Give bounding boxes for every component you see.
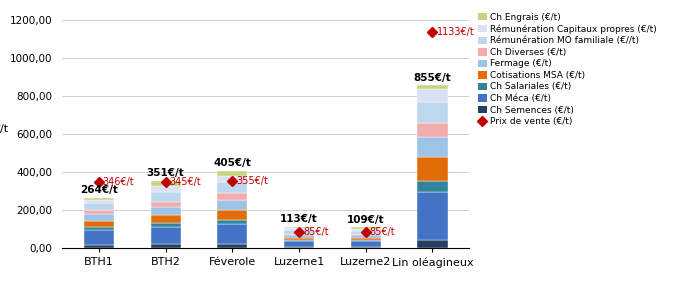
Bar xyxy=(351,235,381,238)
Bar xyxy=(284,228,314,230)
Bar xyxy=(351,238,381,240)
Bar xyxy=(83,215,114,221)
Bar xyxy=(83,203,114,210)
Bar xyxy=(351,240,381,241)
Bar xyxy=(417,137,448,157)
Bar xyxy=(417,192,448,239)
Bar xyxy=(83,230,114,245)
Bar xyxy=(284,230,314,234)
Bar xyxy=(150,207,181,215)
Text: 351€/t: 351€/t xyxy=(147,168,184,179)
Bar xyxy=(284,235,314,238)
Bar xyxy=(351,234,381,235)
Bar xyxy=(150,202,181,207)
Bar xyxy=(417,85,448,89)
Bar xyxy=(150,215,181,223)
Bar xyxy=(83,210,114,215)
Bar xyxy=(284,241,314,247)
Bar xyxy=(351,231,381,234)
Bar xyxy=(351,229,381,231)
Bar xyxy=(284,238,314,240)
Bar xyxy=(83,245,114,248)
Bar xyxy=(284,240,314,241)
Bar xyxy=(150,181,181,186)
Bar xyxy=(217,176,247,182)
Text: 264€/t: 264€/t xyxy=(80,185,118,195)
Bar xyxy=(284,227,314,228)
Bar xyxy=(217,200,247,210)
Bar xyxy=(351,247,381,248)
Y-axis label: €/t: €/t xyxy=(0,124,8,134)
Text: 109€/t: 109€/t xyxy=(347,215,384,224)
Bar xyxy=(217,220,247,224)
Bar xyxy=(217,210,247,220)
Text: 855€/t: 855€/t xyxy=(413,72,451,83)
Text: 345€/t: 345€/t xyxy=(170,177,201,188)
Bar xyxy=(150,186,181,192)
Bar xyxy=(417,239,448,248)
Text: 405€/t: 405€/t xyxy=(213,158,251,168)
Bar xyxy=(217,171,247,176)
Bar xyxy=(217,244,247,248)
Text: 85€/t: 85€/t xyxy=(303,227,328,237)
Bar xyxy=(150,227,181,244)
Bar xyxy=(417,157,448,181)
Bar xyxy=(83,198,114,200)
Text: 355€/t: 355€/t xyxy=(236,176,268,186)
Bar xyxy=(284,247,314,248)
Text: 85€/t: 85€/t xyxy=(370,227,395,237)
Bar xyxy=(83,227,114,230)
Text: 1133€/t: 1133€/t xyxy=(437,27,474,38)
Bar xyxy=(351,241,381,247)
Bar xyxy=(417,123,448,137)
Text: 113€/t: 113€/t xyxy=(280,214,318,224)
Bar xyxy=(150,192,181,202)
Bar xyxy=(417,102,448,123)
Text: 346€/t: 346€/t xyxy=(103,177,135,187)
Bar xyxy=(83,200,114,203)
Legend: Ch Engrais (€/t), Rémunération Capitaux propres (€/t), Rémunération MO familiale: Ch Engrais (€/t), Rémunération Capitaux … xyxy=(477,13,657,126)
Bar xyxy=(417,181,448,192)
Bar xyxy=(83,221,114,227)
Bar xyxy=(150,223,181,227)
Bar xyxy=(217,193,247,200)
Bar xyxy=(417,89,448,102)
Bar xyxy=(351,227,381,229)
Bar xyxy=(284,234,314,235)
Bar xyxy=(217,182,247,193)
Bar xyxy=(217,224,247,244)
Bar xyxy=(150,244,181,248)
